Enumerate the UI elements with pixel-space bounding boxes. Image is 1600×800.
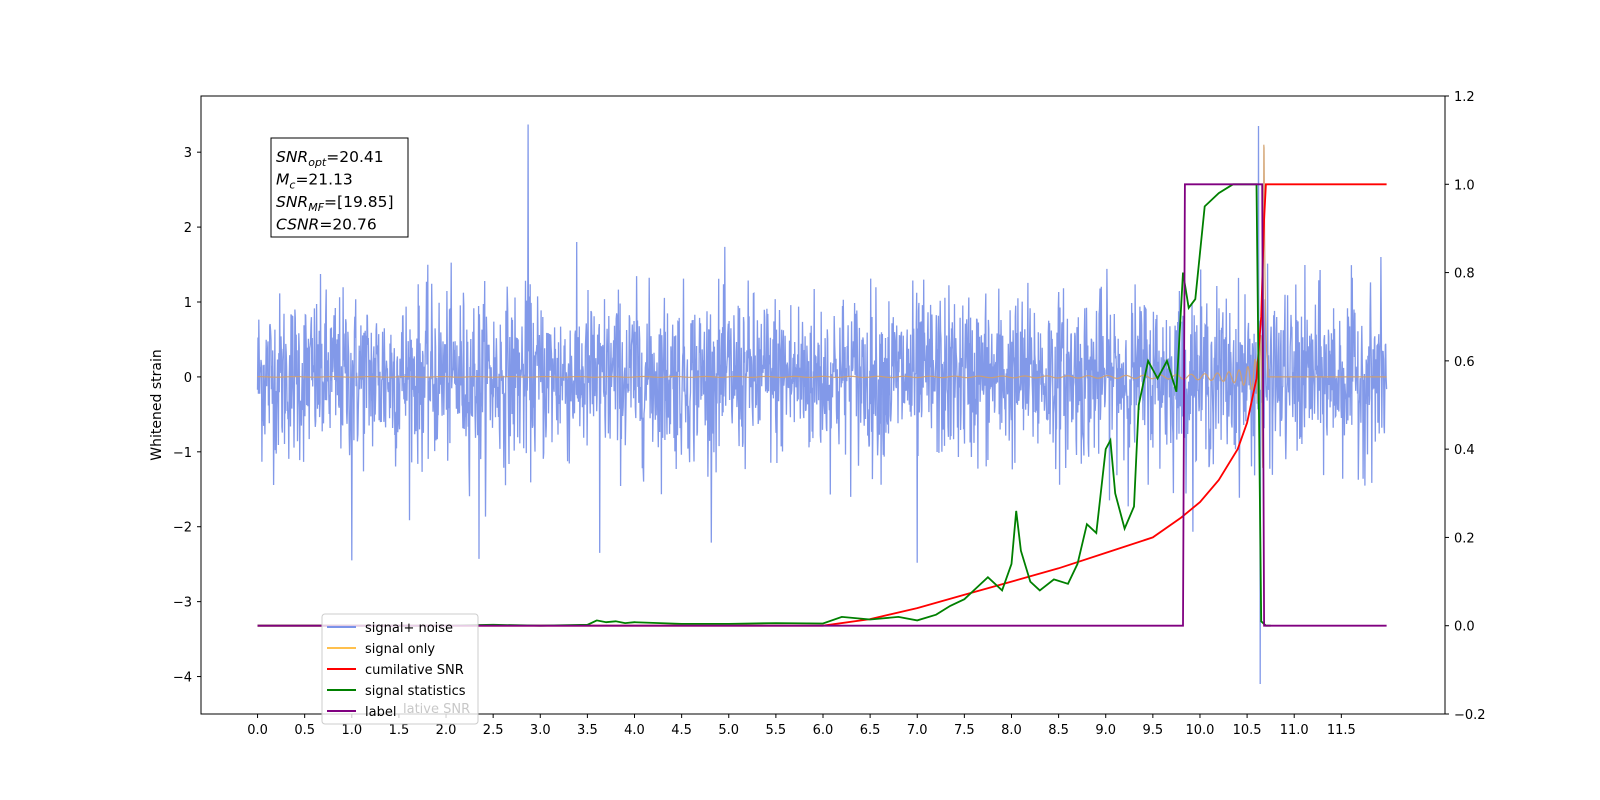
series-signal-noise bbox=[256, 124, 1388, 685]
x-tick-label: 11.5 bbox=[1327, 723, 1356, 738]
legend-label: signal only bbox=[365, 642, 435, 657]
x-tick-label: 10.0 bbox=[1185, 723, 1214, 738]
x-tick-label: 8.5 bbox=[1048, 723, 1069, 738]
legend-label: label bbox=[365, 705, 396, 720]
annotation-line: Mc=21.13 bbox=[276, 171, 353, 192]
x-tick-label: 3.0 bbox=[530, 723, 551, 738]
x-tick-label: 0.5 bbox=[294, 723, 315, 738]
x-tick-label: 0.0 bbox=[247, 723, 268, 738]
x-tick-label: 7.0 bbox=[907, 723, 928, 738]
x-tick-label: 10.5 bbox=[1233, 723, 1262, 738]
y-tick-label: 1 bbox=[184, 296, 192, 311]
x-tick-label: 9.5 bbox=[1143, 723, 1164, 738]
y-tick-label: −1 bbox=[173, 446, 192, 461]
legend-label: signal+ noise bbox=[365, 621, 453, 636]
x-tick-label: 8.0 bbox=[1001, 723, 1022, 738]
y-tick-label: 0 bbox=[184, 371, 192, 386]
x-tick-label: 4.0 bbox=[624, 723, 645, 738]
legend-overlap-text: lative SNR bbox=[403, 702, 470, 717]
legend-label: signal statistics bbox=[365, 684, 466, 699]
y-axis-left: 3 2 1 0 −1 −2 −3 −4 bbox=[173, 146, 201, 686]
y-tick-label: 3 bbox=[184, 146, 192, 161]
y2-tick-label: 0.8 bbox=[1454, 267, 1475, 282]
series-label bbox=[257, 183, 1387, 627]
series-signal-statistics bbox=[257, 183, 1271, 627]
x-tick-label: 3.5 bbox=[577, 723, 598, 738]
y2-tick-label: 1.2 bbox=[1454, 90, 1475, 105]
y2-tick-label: 0.4 bbox=[1454, 443, 1475, 458]
x-axis: 0.0 0.5 1.0 1.5 2.0 2.5 3.0 3.5 4.0 4.5 5.0 5.5 6.0 6… bbox=[247, 714, 1356, 738]
x-tick-label: 2.5 bbox=[483, 723, 504, 738]
x-tick-label: 4.5 bbox=[671, 723, 692, 738]
y-axis-right: 1.2 1.0 0.8 0.6 0.4 0.2 0.0 −0.2 bbox=[1445, 90, 1486, 723]
annotation-line: CSNR=20.76 bbox=[276, 216, 377, 234]
y2-tick-label: −0.2 bbox=[1454, 708, 1486, 723]
legend-box bbox=[321, 613, 479, 725]
x-tick-label: 6.0 bbox=[813, 723, 834, 738]
y2-tick-label: 0.2 bbox=[1454, 531, 1475, 546]
x-tick-label: 5.5 bbox=[766, 723, 787, 738]
series-signal-only bbox=[257, 144, 1387, 468]
x-tick-label: 1.5 bbox=[389, 723, 410, 738]
x-tick-label: 11.0 bbox=[1280, 723, 1309, 738]
y-axis-label: Whitened strain bbox=[149, 349, 165, 460]
y2-tick-label: 0.6 bbox=[1454, 355, 1475, 370]
y-tick-label: 2 bbox=[184, 221, 192, 236]
legend-label: cumilative SNR bbox=[365, 663, 464, 678]
y-tick-label: −2 bbox=[173, 521, 192, 536]
series-cumulative-snr bbox=[257, 183, 1387, 627]
y-tick-label: −4 bbox=[173, 671, 192, 686]
x-tick-label: 9.0 bbox=[1095, 723, 1116, 738]
y2-tick-label: 0.0 bbox=[1454, 620, 1475, 635]
legend: lative SNR signal+ noise signal only cumila… bbox=[321, 613, 479, 725]
x-tick-label: 2.0 bbox=[436, 723, 457, 738]
x-tick-label: 6.5 bbox=[860, 723, 881, 738]
x-tick-label: 7.5 bbox=[954, 723, 975, 738]
y2-tick-label: 1.0 bbox=[1454, 178, 1475, 193]
x-tick-label: 5.0 bbox=[718, 723, 739, 738]
y-tick-label: −3 bbox=[173, 596, 192, 611]
annotation-line: SNRMF=[19.85] bbox=[276, 193, 394, 214]
series-layer bbox=[256, 124, 1388, 685]
annotation-line: SNRopt=20.41 bbox=[276, 148, 384, 169]
x-tick-label: 1.0 bbox=[341, 723, 362, 738]
